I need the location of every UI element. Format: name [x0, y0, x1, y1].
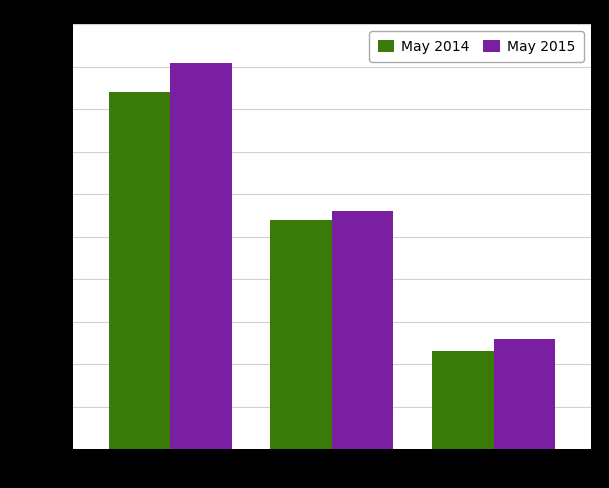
- Bar: [494, 339, 555, 449]
- Legend: May 2014, May 2015: May 2014, May 2015: [369, 31, 584, 62]
- Bar: [432, 351, 494, 449]
- Bar: [170, 62, 231, 449]
- Bar: [332, 211, 393, 449]
- Bar: [270, 220, 332, 449]
- Bar: [108, 92, 170, 449]
